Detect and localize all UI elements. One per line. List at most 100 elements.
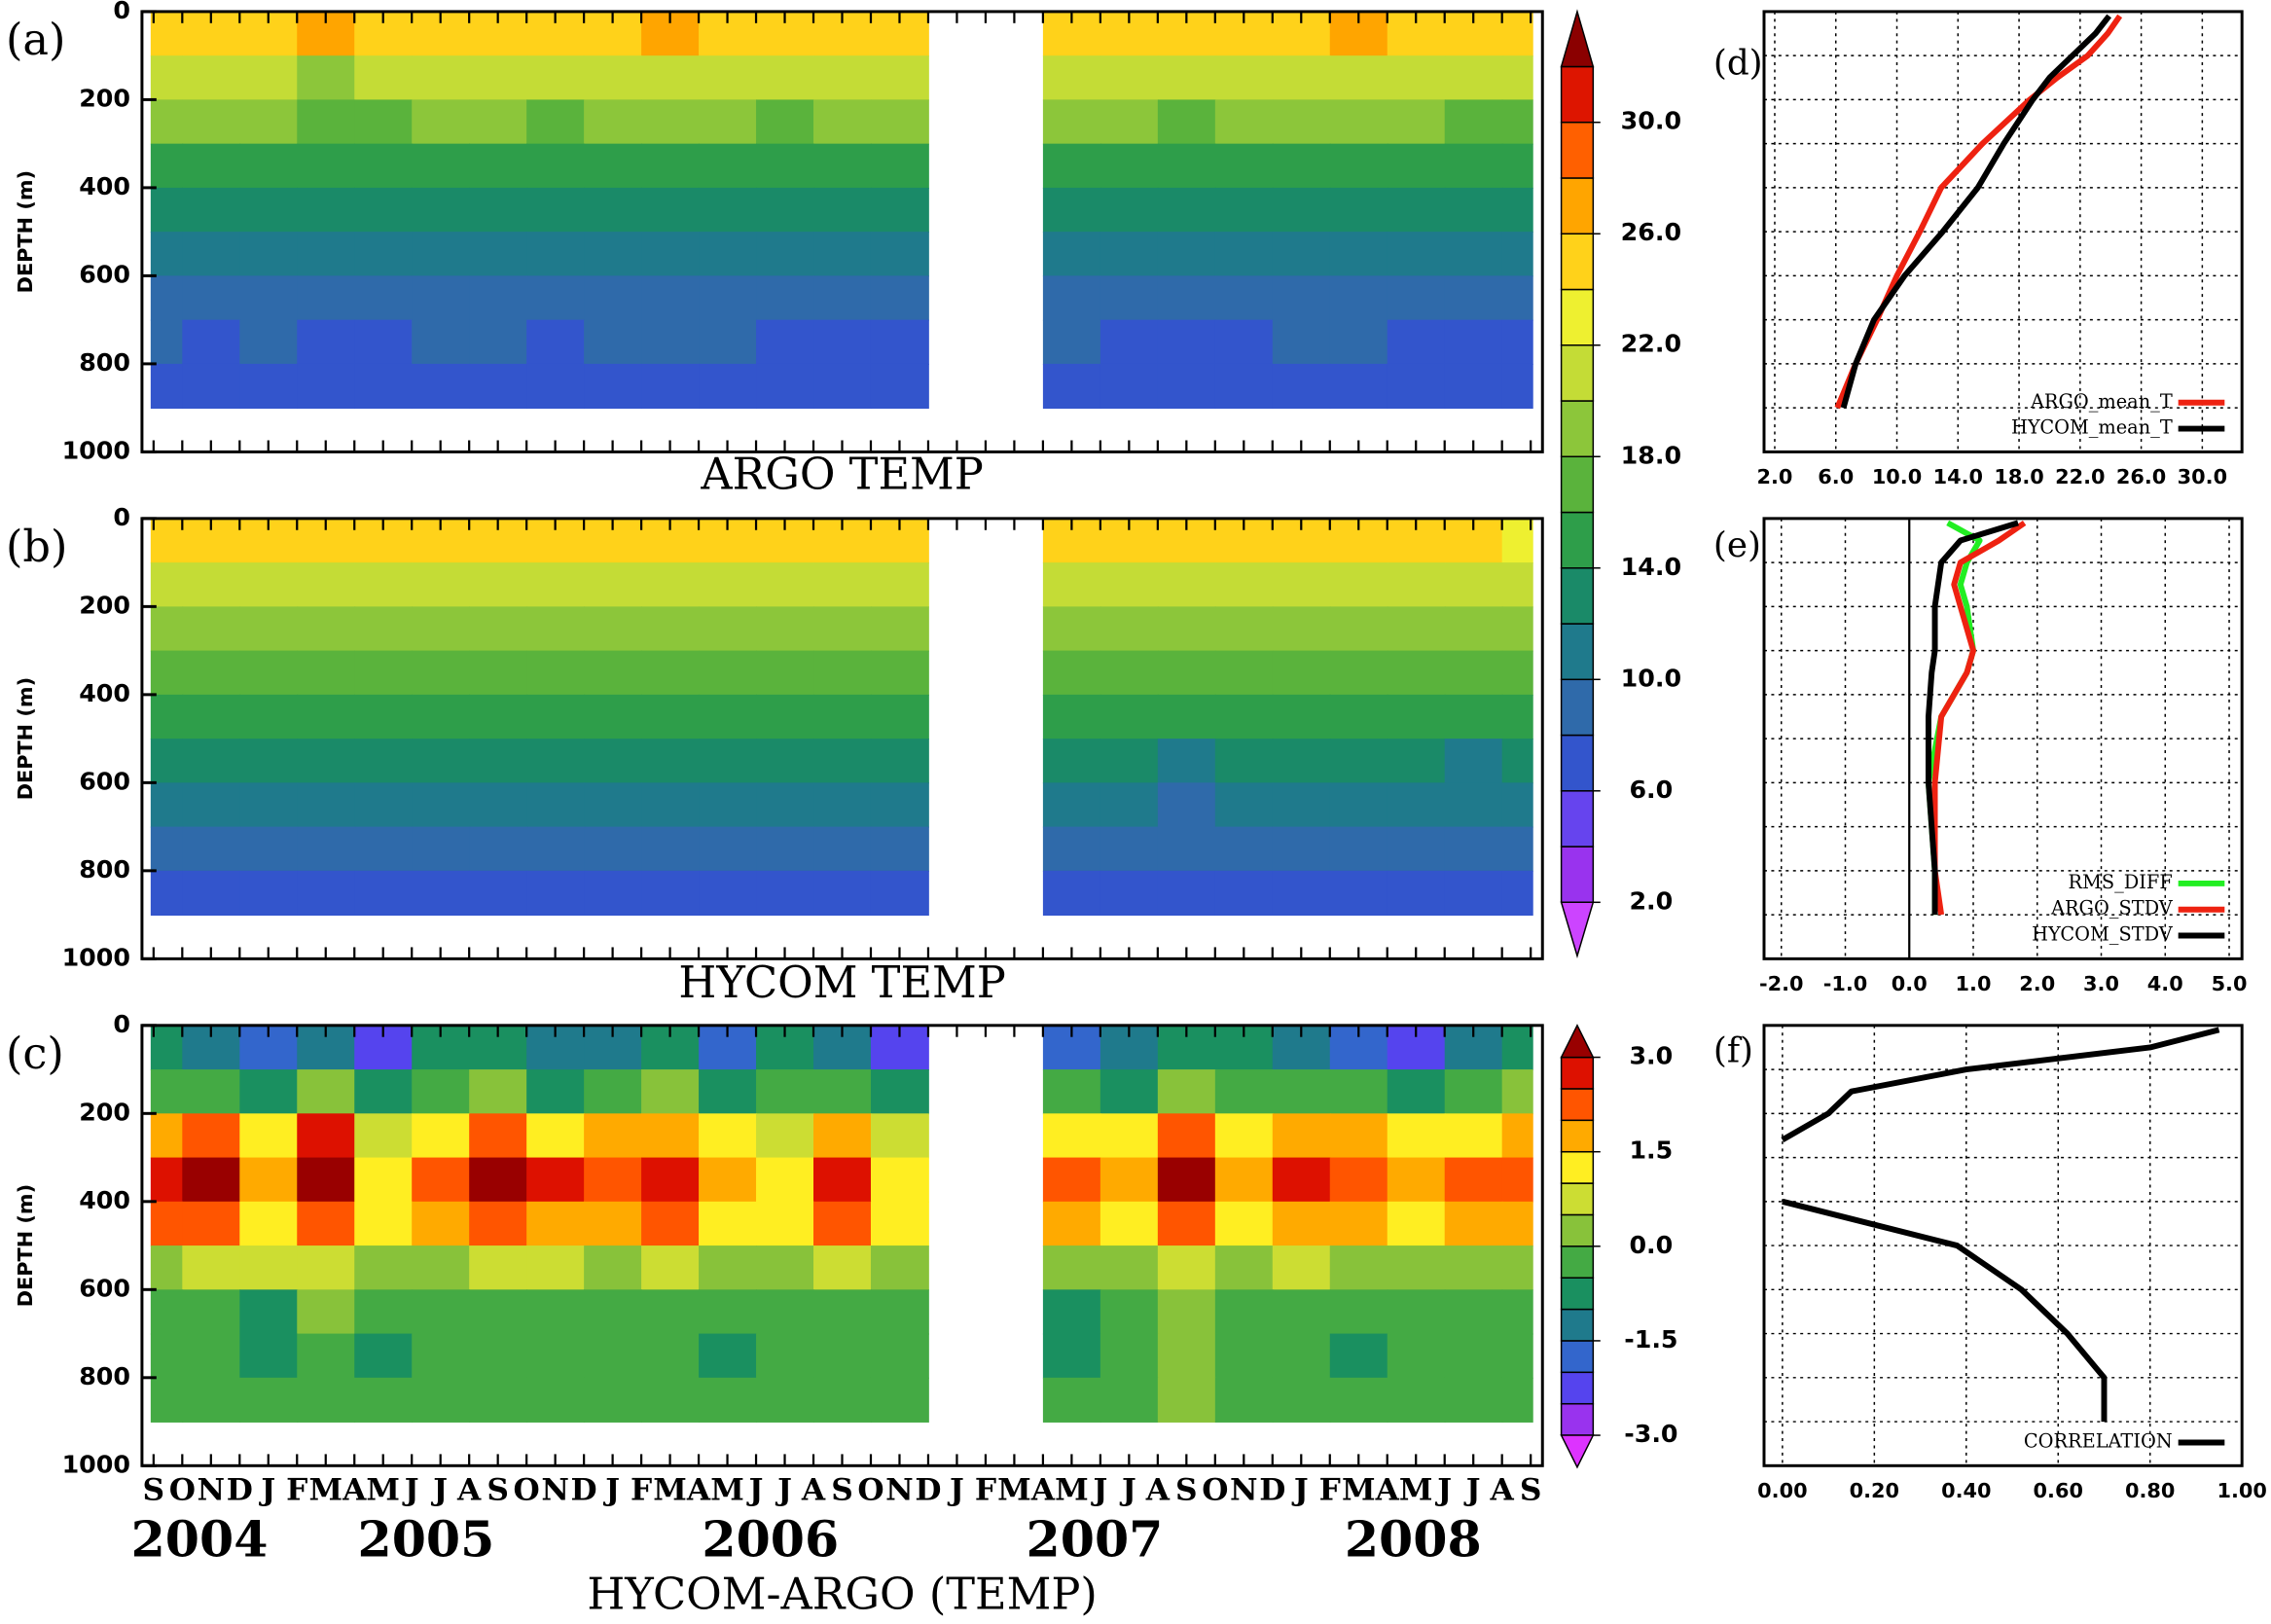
heat-cell bbox=[1214, 1113, 1274, 1159]
heat-cell bbox=[1099, 694, 1159, 740]
heat-cell bbox=[584, 694, 642, 740]
x-tick-label: 2.0 bbox=[2019, 972, 2055, 995]
month-label: J bbox=[402, 1473, 419, 1508]
heat-cell bbox=[1272, 739, 1331, 784]
y-tick-label: 1000 bbox=[62, 943, 130, 971]
heat-cell bbox=[150, 1377, 184, 1423]
heat-cell bbox=[1099, 1333, 1159, 1379]
heat-cell bbox=[1329, 562, 1388, 608]
heat-cell bbox=[412, 650, 471, 696]
heat-cell bbox=[1214, 826, 1274, 872]
heat-cell bbox=[354, 1377, 414, 1423]
heat-cell bbox=[756, 99, 814, 145]
heat-cell bbox=[297, 1157, 356, 1203]
heat-cell bbox=[412, 826, 471, 872]
heat-cell bbox=[150, 782, 184, 828]
heat-cell bbox=[641, 1201, 700, 1246]
heat-cell bbox=[1272, 1069, 1331, 1115]
heat-cell bbox=[297, 1245, 356, 1291]
heat-cell bbox=[1214, 562, 1274, 608]
heat-cell bbox=[641, 739, 700, 784]
heat-cell bbox=[239, 275, 299, 321]
heat-cell bbox=[1272, 363, 1331, 410]
heat-cell bbox=[699, 363, 757, 410]
month-label: M bbox=[1399, 1473, 1433, 1508]
heat-cell bbox=[297, 1289, 356, 1335]
heat-cell bbox=[813, 782, 872, 828]
heat-cell bbox=[239, 1069, 299, 1115]
heat-cell bbox=[1329, 275, 1388, 321]
heat-cell bbox=[1387, 275, 1446, 321]
colorbar-tick-label: 18.0 bbox=[1621, 441, 1681, 469]
x-tick-label: 4.0 bbox=[2147, 972, 2183, 995]
month-label: O bbox=[169, 1473, 196, 1508]
heat-cell bbox=[1329, 1333, 1388, 1379]
heat-cell bbox=[1157, 694, 1216, 740]
heat-cell bbox=[239, 99, 299, 145]
heat-cell bbox=[1042, 1289, 1101, 1335]
heat-cell bbox=[1329, 143, 1388, 189]
heat-cell bbox=[1157, 1157, 1216, 1203]
month-label: A bbox=[1030, 1473, 1056, 1508]
heat-cell bbox=[699, 1289, 757, 1335]
panel-title: HYCOM-ARGO (TEMP) bbox=[587, 1569, 1097, 1619]
plot-frame bbox=[1762, 517, 2244, 960]
heat-cell bbox=[813, 1289, 872, 1335]
heat-cell bbox=[1157, 870, 1216, 916]
y-axis-label: DEPTH (m) bbox=[14, 1184, 37, 1307]
heat-cell bbox=[1501, 363, 1533, 410]
heat-cell bbox=[641, 319, 700, 365]
heat-cell bbox=[526, 870, 586, 916]
y-tick-label: 200 bbox=[79, 84, 130, 112]
heat-cell bbox=[526, 1201, 586, 1246]
heat-cell bbox=[526, 782, 586, 828]
heat-cell bbox=[641, 650, 700, 696]
heat-cell bbox=[584, 1157, 642, 1203]
heat-cell bbox=[150, 1289, 184, 1335]
heat-cell bbox=[1501, 1377, 1533, 1423]
heat-cell bbox=[1501, 826, 1533, 872]
heat-cell bbox=[699, 1069, 757, 1115]
heat-cell bbox=[756, 739, 814, 784]
y-tick-label: 800 bbox=[79, 348, 130, 377]
heat-cell bbox=[1329, 782, 1388, 828]
heat-cell bbox=[526, 1245, 586, 1291]
heat-cell bbox=[182, 319, 241, 365]
heat-cell bbox=[469, 606, 528, 652]
heat-cell bbox=[526, 363, 586, 410]
heat-cell bbox=[297, 1069, 356, 1115]
heat-cell bbox=[1099, 363, 1159, 410]
heat-cell bbox=[150, 143, 184, 189]
heat-cell bbox=[1387, 870, 1446, 916]
heat-cell bbox=[699, 99, 757, 145]
heat-cell bbox=[1444, 650, 1503, 696]
heat-cell bbox=[1444, 782, 1503, 828]
heat-cell bbox=[412, 606, 471, 652]
heat-cell bbox=[699, 1333, 757, 1379]
heat-cell bbox=[1329, 739, 1388, 784]
heat-cell bbox=[1329, 1069, 1388, 1115]
heat-cell bbox=[584, 1377, 642, 1423]
legend-label: CORRELATION bbox=[2024, 1429, 2173, 1452]
heat-cell bbox=[870, 363, 929, 410]
heat-cell bbox=[150, 1157, 184, 1203]
heat-cell bbox=[1501, 518, 1533, 564]
heat-cell bbox=[354, 694, 414, 740]
colorbar-bin bbox=[1560, 511, 1595, 569]
heat-cell bbox=[469, 363, 528, 410]
heat-cell bbox=[1387, 319, 1446, 365]
legend-label: ARGO_STDV bbox=[2050, 897, 2174, 920]
month-label: D bbox=[1259, 1473, 1285, 1508]
heat-cell bbox=[813, 826, 872, 872]
heat-cell bbox=[469, 232, 528, 277]
heat-cell bbox=[1157, 1245, 1216, 1291]
heat-cell bbox=[412, 1201, 471, 1246]
heat-cell bbox=[1042, 1113, 1101, 1159]
colorbar-bin bbox=[1560, 1119, 1595, 1153]
heat-cell bbox=[1329, 1289, 1388, 1335]
heat-cell bbox=[469, 870, 528, 916]
heat-cell bbox=[239, 694, 299, 740]
heat-cell bbox=[1387, 1245, 1446, 1291]
heat-cell bbox=[756, 606, 814, 652]
heat-cell bbox=[756, 143, 814, 189]
